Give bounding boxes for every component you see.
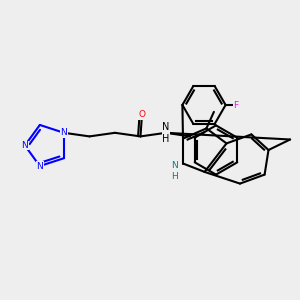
Text: F: F	[233, 100, 239, 109]
Text: N: N	[61, 128, 67, 137]
Text: O: O	[139, 110, 145, 119]
Text: N
H: N H	[162, 122, 170, 144]
Text: N
H: N H	[171, 161, 178, 181]
Text: N: N	[22, 141, 28, 150]
Text: N: N	[37, 161, 43, 170]
